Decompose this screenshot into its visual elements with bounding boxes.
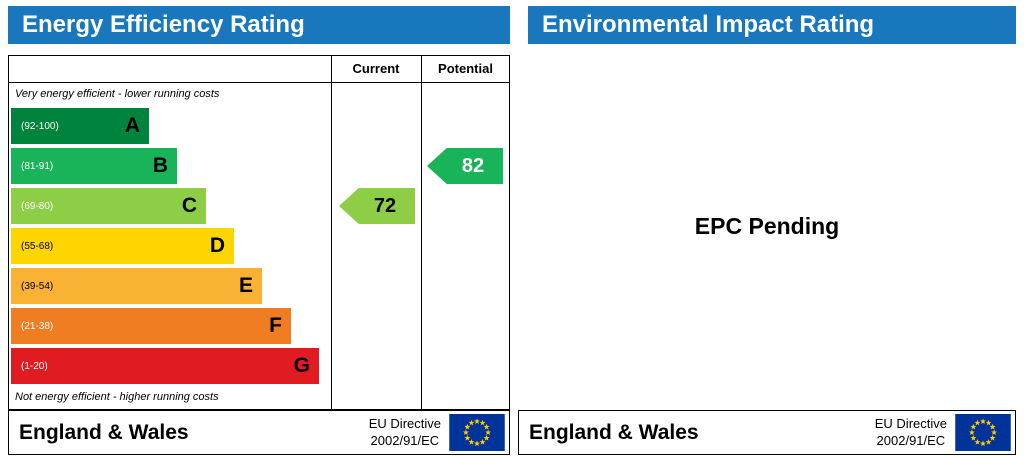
band-e: (39-54) E — [11, 268, 262, 304]
header-rule — [9, 82, 509, 83]
band-range: (92-100) — [21, 120, 59, 132]
bottom-note: Not energy efficient - higher running co… — [15, 391, 219, 403]
environmental-impact-title: Environmental Impact Rating — [528, 6, 1016, 44]
energy-efficiency-chart: Current Potential Very energy efficient … — [8, 55, 510, 410]
band-letter: A — [124, 114, 140, 137]
region-label: England & Wales — [19, 420, 189, 444]
band-letter: F — [269, 314, 282, 337]
band-range: (55-68) — [21, 240, 54, 252]
band-b: (81-91) B — [11, 148, 177, 184]
potential-column-header: Potential — [438, 61, 493, 76]
band-c: (69-80) C — [11, 188, 206, 224]
eu-directive-text: EU Directive 2002/91/EC — [875, 416, 947, 449]
top-note: Very energy efficient - lower running co… — [15, 88, 220, 100]
band-range: (81-91) — [21, 160, 54, 172]
band-range: (1-20) — [21, 360, 48, 372]
band-letter: G — [293, 354, 310, 377]
band-d: (55-68) D — [11, 228, 234, 264]
band-letter: B — [152, 154, 168, 177]
left-footer: England & Wales EU Directive 2002/91/EC — [8, 410, 510, 455]
band-letter: C — [181, 194, 197, 217]
band-range: (69-80) — [21, 200, 54, 212]
right-footer: England & Wales EU Directive 2002/91/EC — [518, 410, 1016, 455]
current-column-header: Current — [352, 61, 400, 76]
eu-flag — [955, 414, 1011, 451]
band-range: (39-54) — [21, 280, 54, 292]
potential-column-divider — [421, 56, 422, 409]
band-a: (92-100) A — [11, 108, 149, 144]
potential-arrow: 82 — [427, 148, 503, 184]
epc-pending-label: EPC Pending — [694, 213, 840, 239]
current-column-divider — [331, 56, 332, 409]
band-g: (1-20) G — [11, 348, 319, 384]
eu-directive-line1: EU Directive — [368, 416, 441, 432]
band-letter: D — [209, 234, 225, 257]
eu-directive-line1: EU Directive — [874, 416, 947, 432]
eu-directive-line2: 2002/91/EC — [370, 432, 440, 448]
eu-directive-text: EU Directive 2002/91/EC — [369, 416, 441, 449]
band-f: (21-38) F — [11, 308, 291, 344]
eu-flag — [449, 414, 505, 451]
band-range: (21-38) — [21, 320, 54, 332]
energy-efficiency-title: Energy Efficiency Rating — [8, 6, 510, 44]
current-arrow: 72 — [339, 188, 415, 224]
region-label: England & Wales — [529, 420, 699, 444]
band-letter: E — [238, 274, 253, 297]
eu-directive-line2: 2002/91/EC — [876, 432, 946, 448]
